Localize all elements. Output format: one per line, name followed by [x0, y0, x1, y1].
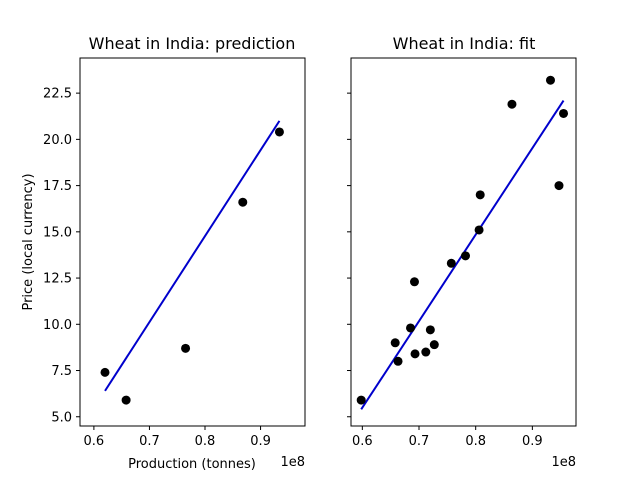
- prediction-y-tick-label: 5.0: [51, 410, 72, 425]
- fit-panel: Wheat in India: fit 0.6 0.7 0.8 0.9 1e8: [347, 34, 577, 470]
- prediction-y-tick-label: 10.0: [43, 318, 72, 333]
- prediction-axes-frame: [79, 57, 306, 427]
- fit-data-point: [460, 251, 470, 261]
- fit-data-point: [356, 395, 366, 405]
- fit-data-point: [507, 99, 517, 109]
- prediction-data-point: [274, 127, 284, 137]
- prediction-regression-line: [104, 120, 281, 392]
- fit-data-point: [446, 258, 456, 268]
- prediction-x-tick-label: 0.9: [250, 434, 271, 449]
- fit-data-point: [406, 323, 416, 333]
- fit-x-tick-label: 0.9: [522, 434, 543, 449]
- prediction-data-point: [100, 367, 110, 377]
- fit-data-point: [409, 277, 419, 287]
- prediction-x-offset-label: 1e8: [280, 455, 305, 470]
- prediction-y-tick-label: 15.0: [43, 225, 72, 240]
- fit-data-point: [475, 190, 485, 200]
- fit-x-tick-label: 0.8: [465, 434, 486, 449]
- fit-data-point: [554, 181, 564, 191]
- prediction-data-point: [238, 197, 248, 207]
- fit-data-point: [559, 108, 569, 118]
- prediction-x-tick-label: 0.8: [195, 434, 216, 449]
- fit-x-tick-label: 0.7: [409, 434, 430, 449]
- fit-data-point: [410, 349, 420, 359]
- fit-data-point: [421, 347, 431, 357]
- prediction-x-tick-label: 0.7: [139, 434, 160, 449]
- prediction-x-axis-label: Production (tonnes): [128, 457, 256, 472]
- prediction-y-tick-label: 7.5: [51, 364, 72, 379]
- prediction-y-tick-label: 22.5: [43, 87, 72, 102]
- prediction-data-point: [181, 343, 191, 353]
- prediction-x-tick-label: 0.6: [84, 434, 105, 449]
- prediction-panel: Wheat in India: prediction 0.6 0.7 0.8 0.9 5…: [21, 34, 306, 472]
- fit-title: Wheat in India: fit: [393, 34, 536, 53]
- fit-axes-frame: [350, 57, 577, 427]
- fit-data-point: [474, 225, 484, 235]
- fit-data-point: [429, 340, 439, 350]
- prediction-y-axis-label: Price (local currency): [21, 173, 36, 310]
- fit-data-point: [545, 75, 555, 85]
- prediction-y-tick-label: 12.5: [43, 272, 72, 287]
- prediction-y-tick-label: 20.0: [43, 133, 72, 148]
- fit-x-offset-label: 1e8: [551, 455, 576, 470]
- fit-x-tick-label: 0.6: [352, 434, 373, 449]
- fit-plot-area: 0.6 0.7 0.8 0.9: [347, 75, 569, 449]
- prediction-y-tick-label: 17.5: [43, 179, 72, 194]
- prediction-plot-area: 0.6 0.7 0.8 0.9 5.0 7.5 10.0 12.5 15.0 17.5 20.0 22…: [43, 87, 284, 449]
- prediction-title: Wheat in India: prediction: [89, 34, 296, 53]
- fit-data-point: [425, 325, 435, 335]
- fit-data-point: [393, 356, 403, 366]
- fit-data-point: [390, 338, 400, 348]
- prediction-data-point: [121, 395, 131, 405]
